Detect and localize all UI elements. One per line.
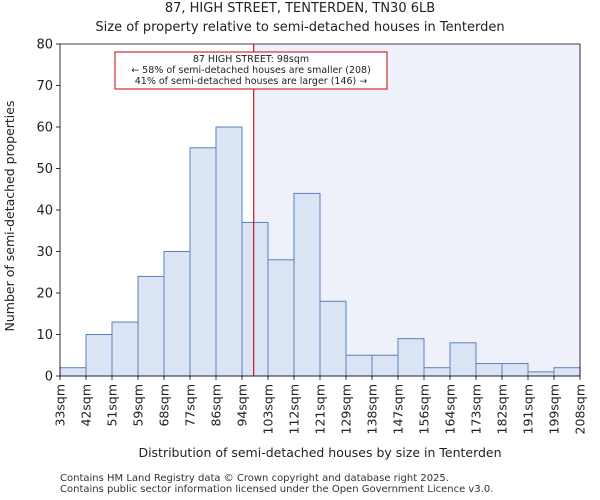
y-tick-label: 30 — [36, 245, 53, 260]
x-tick-label: 164sqm — [443, 384, 458, 434]
histogram-bar — [189, 147, 217, 377]
x-tick-label: 173sqm — [469, 384, 484, 434]
histogram-bar — [371, 354, 399, 377]
histogram-bar — [345, 354, 373, 377]
y-tick-label: 40 — [36, 204, 53, 219]
histogram-bar — [293, 192, 321, 377]
annotation-box — [114, 51, 388, 90]
x-tick-label: 112sqm — [287, 384, 302, 434]
histogram-bar — [501, 363, 529, 377]
annotation-line-1: 87 HIGH STREET: 98sqm — [193, 54, 309, 65]
x-tick-label: 68sqm — [157, 384, 172, 427]
histogram-bar — [241, 221, 269, 377]
x-tick-label: 103sqm — [261, 384, 276, 434]
footer-line-1: Contains HM Land Registry data © Crown c… — [60, 473, 449, 484]
x-tick-label: 94sqm — [235, 384, 250, 427]
histogram-bar — [423, 367, 451, 377]
y-tick-label: 70 — [36, 79, 53, 94]
histogram-bar — [137, 275, 165, 377]
histogram-bar — [215, 126, 243, 377]
annotation-line-3: 41% of semi-detached houses are larger (… — [135, 76, 368, 87]
x-tick-label: 121sqm — [313, 384, 328, 434]
histogram-bar — [449, 342, 477, 377]
chart-subtitle: Size of property relative to semi-detach… — [95, 20, 505, 35]
histogram-bar — [553, 367, 581, 377]
y-tick-label: 20 — [36, 287, 53, 302]
x-tick-label: 156sqm — [417, 384, 432, 434]
histogram-bar — [163, 251, 191, 377]
x-tick-label: 199sqm — [547, 384, 562, 434]
x-tick-label: 42sqm — [79, 384, 94, 427]
y-tick-label: 0 — [45, 370, 53, 385]
x-tick-label: 59sqm — [131, 384, 146, 427]
x-tick-label: 51sqm — [105, 384, 120, 427]
x-tick-label: 86sqm — [209, 384, 224, 427]
x-tick-label: 147sqm — [391, 384, 406, 434]
histogram-bar — [267, 259, 295, 377]
annotation-line-2: ← 58% of semi-detached houses are smalle… — [131, 65, 371, 76]
y-tick-label: 60 — [36, 121, 53, 136]
x-tick-label: 77sqm — [183, 384, 198, 427]
y-tick-label: 50 — [36, 162, 53, 177]
footer-line-2: Contains public sector information licen… — [60, 484, 494, 495]
histogram-bar — [59, 367, 87, 377]
x-tick-label: 129sqm — [339, 384, 354, 434]
y-tick-label: 10 — [36, 328, 53, 343]
x-tick-label: 33sqm — [53, 384, 68, 427]
histogram-bar — [111, 321, 139, 377]
x-tick-label: 138sqm — [365, 384, 380, 434]
y-tick-label: 80 — [36, 38, 53, 53]
histogram-bar — [319, 300, 347, 377]
histogram-bar — [397, 338, 425, 377]
histogram-bar — [527, 371, 555, 377]
histogram-bar — [85, 334, 113, 377]
x-tick-label: 191sqm — [521, 384, 536, 434]
histogram-bar — [475, 363, 503, 377]
x-tick-label: 182sqm — [495, 384, 510, 434]
y-axis-title: Number of semi-detached properties — [2, 101, 17, 332]
chart-title: 87, HIGH STREET, TENTERDEN, TN30 6LB — [164, 1, 436, 16]
x-tick-label: 208sqm — [573, 384, 588, 434]
x-axis-title: Distribution of semi-detached houses by … — [138, 445, 501, 460]
